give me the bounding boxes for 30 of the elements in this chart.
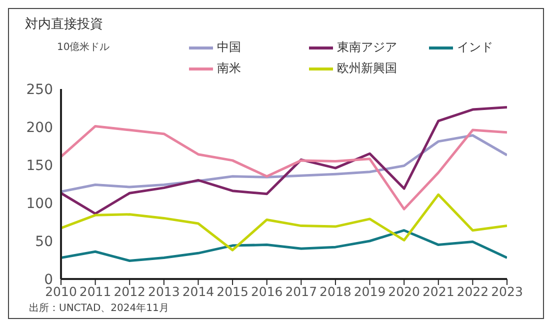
y-axis-title: 10億米ドル xyxy=(57,40,110,54)
x-tick-label: 2012 xyxy=(114,284,146,299)
y-tick-label: 50 xyxy=(35,234,53,250)
x-tick-label: 2022 xyxy=(456,284,489,299)
y-tick-label: 200 xyxy=(26,120,53,136)
line-series xyxy=(61,106,507,215)
x-tick-label: 2013 xyxy=(148,284,180,299)
legend-label: 欧州新興国 xyxy=(337,60,397,77)
x-tick-label: 2015 xyxy=(216,284,248,299)
x-tick-label: 2021 xyxy=(422,284,454,299)
line-series xyxy=(61,124,507,210)
legend-label: 東南アジア xyxy=(337,39,397,56)
x-tick-label: 2020 xyxy=(388,284,420,299)
legend-label: 中国 xyxy=(217,39,241,56)
x-tick-label: 2011 xyxy=(79,284,112,299)
y-tick-label: 150 xyxy=(26,158,53,174)
line-series xyxy=(61,193,507,252)
chart-title: 対内直接投資 xyxy=(25,16,103,33)
y-tick-label: 100 xyxy=(26,196,53,212)
text: 出所：UNCTAD、2024年11月 xyxy=(29,302,169,315)
x-tick-label: 2016 xyxy=(250,284,283,299)
x-tick-label: 2023 xyxy=(491,284,523,299)
x-tick-label: 2014 xyxy=(182,284,214,299)
x-tick-label: 2017 xyxy=(285,284,318,299)
legend-label: インド xyxy=(457,39,493,56)
x-tick-label: 2019 xyxy=(354,284,386,299)
y-tick-label: 250 xyxy=(26,82,53,98)
legend-label: 南米 xyxy=(217,60,241,77)
line-series xyxy=(61,229,507,262)
x-tick-label: 2018 xyxy=(320,284,352,299)
